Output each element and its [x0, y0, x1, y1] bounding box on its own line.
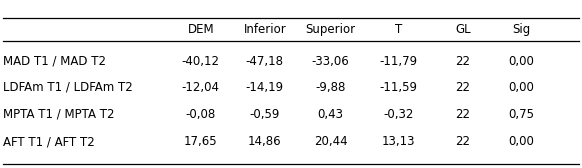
Text: DEM: DEM — [187, 23, 214, 36]
Text: -0,59: -0,59 — [250, 108, 280, 121]
Text: 0,00: 0,00 — [508, 81, 534, 94]
Text: 20,44: 20,44 — [314, 135, 347, 149]
Text: -9,88: -9,88 — [315, 81, 346, 94]
Text: GL: GL — [455, 23, 470, 36]
Text: -0,32: -0,32 — [384, 108, 414, 121]
Text: -11,79: -11,79 — [379, 55, 418, 68]
Text: -12,04: -12,04 — [182, 81, 220, 94]
Text: -40,12: -40,12 — [182, 55, 220, 68]
Text: 22: 22 — [455, 108, 470, 121]
Text: 0,00: 0,00 — [508, 135, 534, 149]
Text: MAD T1 / MAD T2: MAD T1 / MAD T2 — [3, 55, 106, 68]
Text: 14,86: 14,86 — [248, 135, 282, 149]
Text: -47,18: -47,18 — [246, 55, 284, 68]
Text: 17,65: 17,65 — [184, 135, 218, 149]
Text: -0,08: -0,08 — [186, 108, 216, 121]
Text: -33,06: -33,06 — [312, 55, 349, 68]
Text: MPTA T1 / MPTA T2: MPTA T1 / MPTA T2 — [3, 108, 115, 121]
Text: Superior: Superior — [306, 23, 356, 36]
Text: AFT T1 / AFT T2: AFT T1 / AFT T2 — [3, 135, 95, 149]
Text: -11,59: -11,59 — [379, 81, 418, 94]
Text: Sig: Sig — [512, 23, 530, 36]
Text: 13,13: 13,13 — [382, 135, 416, 149]
Text: 22: 22 — [455, 135, 470, 149]
Text: 22: 22 — [455, 81, 470, 94]
Text: Inferior: Inferior — [243, 23, 286, 36]
Text: 0,75: 0,75 — [508, 108, 534, 121]
Text: T: T — [395, 23, 402, 36]
Text: LDFAm T1 / LDFAm T2: LDFAm T1 / LDFAm T2 — [3, 81, 133, 94]
Text: 22: 22 — [455, 55, 470, 68]
Text: 0,00: 0,00 — [508, 55, 534, 68]
Text: 0,43: 0,43 — [318, 108, 343, 121]
Text: -14,19: -14,19 — [246, 81, 284, 94]
